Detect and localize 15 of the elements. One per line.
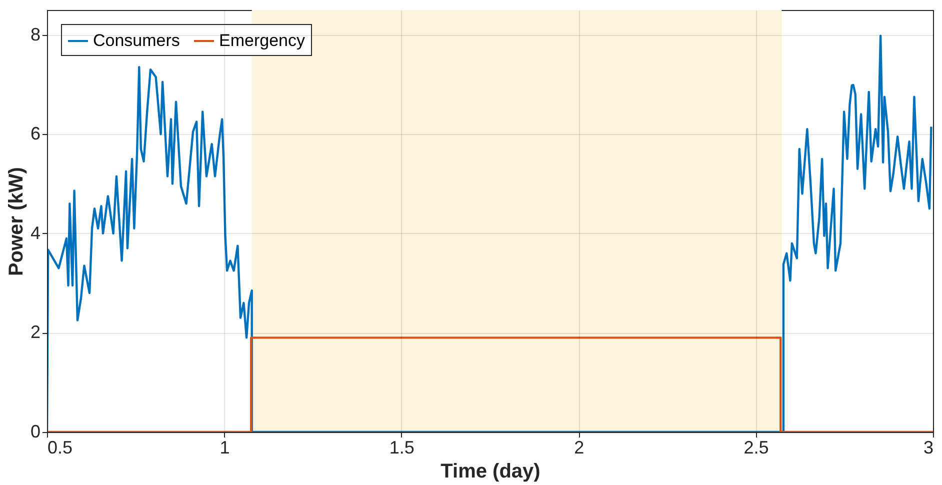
legend-label: Consumers [93, 31, 180, 50]
x-axis-title: Time (day) [440, 460, 540, 482]
y-tick-label: 8 [30, 24, 40, 44]
legend-label: Emergency [219, 31, 306, 50]
x-tick-label: 0.5 [48, 438, 73, 458]
x-tick-label: 2 [574, 438, 584, 458]
x-tick-label: 1.5 [389, 438, 414, 458]
x-tick-label: 2.5 [744, 438, 769, 458]
x-tick-label: 3 [923, 438, 934, 458]
y-tick-label: 4 [30, 222, 40, 243]
x-tick-label: 1 [220, 438, 230, 458]
y-axis-title: Power (kW) [5, 167, 28, 276]
y-tick-label: 0 [30, 422, 40, 442]
y-tick-label: 2 [30, 322, 40, 342]
y-tick-label: 6 [30, 124, 40, 144]
